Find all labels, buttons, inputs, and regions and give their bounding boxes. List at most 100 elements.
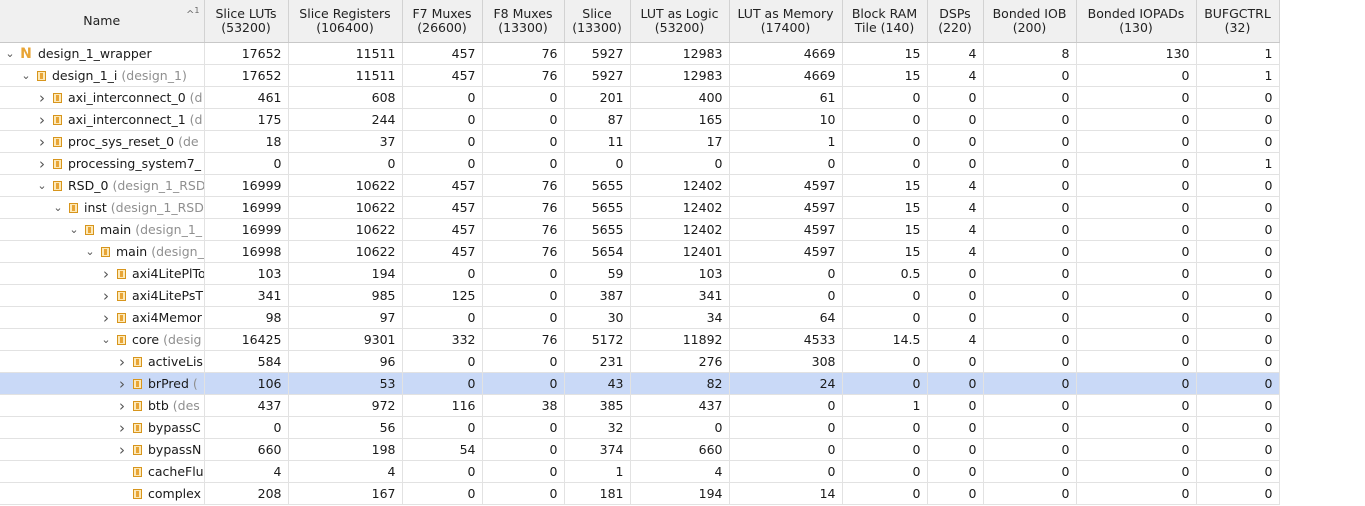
resource-value-cell: 103 [630,262,730,285]
column-header[interactable]: Bonded IOPADs (130) [1076,0,1197,43]
column-header[interactable]: Slice (13300) [564,0,631,43]
module-icon [53,136,62,147]
hierarchy-name-cell[interactable]: ⌄ inst (design_1_RSD [0,196,205,219]
table-row[interactable]: ⌄ main (design_1_ 16999 10622 457 76 5655 12402… [0,218,1280,241]
instance-name: complex [148,486,201,501]
resource-value-cell: 457 [402,64,483,87]
column-header[interactable]: F7 Muxes (26600) [402,0,483,43]
resource-value-cell: 4 [927,174,984,197]
resource-value-cell: 0 [1076,64,1197,87]
table-row[interactable]: cacheFlu 4 4 0 0 1 4 0 0 0 0 0 0 [0,460,1280,483]
chevron-down-icon[interactable]: ⌄ [53,201,63,214]
column-header[interactable]: Block RAM Tile (140) [842,0,928,43]
column-header[interactable]: Slice LUTs (53200) [204,0,289,43]
column-header[interactable]: LUT as Memory (17400) [729,0,843,43]
resource-value-cell: 103 [204,262,289,285]
hierarchy-name-cell[interactable]: › brPred ( [0,372,205,395]
table-row[interactable]: › bypassN 660 198 54 0 374 660 0 0 0 0 0 0 [0,438,1280,461]
table-row[interactable]: › axi_interconnect_1 (d 175 244 0 0 87 165 10 0 0 0… [0,108,1280,131]
hierarchy-name-cell[interactable]: › bypassC [0,416,205,439]
column-header[interactable]: F8 Muxes (13300) [482,0,565,43]
hierarchy-name-cell[interactable]: › axi_interconnect_0 (d [0,86,205,109]
table-row[interactable]: › axi4Memor 98 97 0 0 30 34 64 0 0 0 0 0 [0,306,1280,329]
column-header[interactable]: LUT as Logic (53200) [630,0,730,43]
column-header[interactable]: Slice Registers (106400) [288,0,403,43]
chevron-right-icon[interactable]: › [39,88,45,107]
chevron-right-icon[interactable]: › [103,286,109,305]
chevron-right-icon[interactable]: › [103,308,109,327]
sort-ascending-icon[interactable]: ^1 [186,6,200,21]
chevron-down-icon[interactable]: ⌄ [21,69,31,82]
hierarchy-name-cell[interactable]: › axi4LitePlTo [0,262,205,285]
resource-value-cell: 0 [1076,174,1197,197]
chevron-down-icon[interactable]: ⌄ [101,333,111,346]
chevron-down-icon[interactable]: ⌄ [5,47,15,60]
table-row[interactable]: › bypassC 0 56 0 0 32 0 0 0 0 0 0 0 [0,416,1280,439]
table-row[interactable]: ⌄ RSD_0 (design_1_RSD 16999 10622 457 76 5655 1… [0,174,1280,197]
column-header-name[interactable]: Name ^1 [0,0,205,43]
table-row[interactable]: › btb (des 437 972 116 38 385 437 0 1 0 0 0 0 [0,394,1280,417]
hierarchy-name-cell[interactable]: ⌄ main (design_1_ [0,218,205,241]
table-row[interactable]: › axi4LitePlTo 103 194 0 0 59 103 0 0.5 0 0 0 0 [0,262,1280,285]
hierarchy-name-cell[interactable]: complex [0,482,205,505]
table-row[interactable]: ⌄ design_1_i (design_1) 17652 11511 457 76 592… [0,64,1280,87]
chevron-right-icon[interactable]: › [119,374,125,393]
table-row[interactable]: complex 208 167 0 0 181 194 14 0 0 0 0 0 [0,482,1280,505]
chevron-right-icon[interactable]: › [119,440,125,459]
module-icon [53,114,62,125]
chevron-right-icon[interactable]: › [119,396,125,415]
table-row[interactable]: ⌄ inst (design_1_RSD 16999 10622 457 76 5655 12… [0,196,1280,219]
hierarchy-name-cell[interactable]: ⌄ design_1_i (design_1) [0,64,205,87]
resource-value-cell: 194 [288,262,403,285]
chevron-right-icon[interactable]: › [103,264,109,283]
table-row[interactable]: ⌄ main (design_ 16998 10622 457 76 5654 12401 45… [0,240,1280,263]
hierarchy-name-cell[interactable]: › btb (des [0,394,205,417]
hierarchy-name-cell[interactable]: › bypassN [0,438,205,461]
resource-value-cell: 0 [1076,130,1197,153]
instance-name: btb [148,398,169,413]
resource-value-cell: 985 [288,284,403,307]
hierarchy-name-cell[interactable]: › axi4Memor [0,306,205,329]
hierarchy-name-cell[interactable]: › processing_system7_ [0,152,205,175]
column-header[interactable]: DSPs (220) [927,0,984,43]
chevron-down-icon[interactable]: ⌄ [85,245,95,258]
chevron-down-icon[interactable]: ⌄ [69,223,79,236]
table-row[interactable]: › activeLis 584 96 0 0 231 276 308 0 0 0 0 0 [0,350,1280,373]
chevron-down-icon[interactable]: ⌄ [37,179,47,192]
resource-value-cell: 0 [983,306,1077,329]
table-row[interactable]: › processing_system7_ 0 0 0 0 0 0 0 0 0 0 0 1 [0,152,1280,175]
hierarchy-name-cell[interactable]: ⌄ RSD_0 (design_1_RSD [0,174,205,197]
chevron-right-icon[interactable]: › [39,110,45,129]
resource-value-cell: 0 [1076,306,1197,329]
hierarchy-name-cell[interactable]: › axi4LitePsT [0,284,205,307]
table-row[interactable]: › brPred (106 53 0 0 43 82 24 0 0 0 0 0 [0,372,1280,395]
resource-value-cell: 175 [204,108,289,131]
table-row[interactable]: › axi4LitePsT 341 985 125 0 387 341 0 0 0 0 0 0 [0,284,1280,307]
hierarchy-name-cell[interactable]: ⌄ main (design_ [0,240,205,263]
column-header[interactable]: Bonded IOB (200) [983,0,1077,43]
resource-value-cell: 0 [729,394,843,417]
hierarchy-name-cell[interactable]: ⌄ core (desig [0,328,205,351]
hierarchy-name-cell[interactable]: › proc_sys_reset_0 (de [0,130,205,153]
resource-value-cell: 0 [1196,86,1280,109]
hierarchy-name-cell[interactable]: › axi_interconnect_1 (d [0,108,205,131]
table-row[interactable]: ⌄ core (desig 16425 9301 332 76 5172 11892 4533 1… [0,328,1280,351]
hierarchy-name-cell[interactable]: › activeLis [0,350,205,373]
chevron-right-icon[interactable]: › [39,132,45,151]
table-row[interactable]: › proc_sys_reset_0 (de 18 37 0 0 11 17 1 0 0 0 0 0 [0,130,1280,153]
resource-value-cell: 0 [842,460,928,483]
resource-value-cell: 0 [402,372,483,395]
resource-value-cell: 0 [402,108,483,131]
chevron-right-icon[interactable]: › [39,154,45,173]
table-row[interactable]: › axi_interconnect_0 (d 461 608 0 0 201 400 61 0 0… [0,86,1280,109]
resource-value-cell: 1 [729,130,843,153]
column-header-label: LUT as Memory [737,6,834,21]
chevron-right-icon[interactable]: › [119,352,125,371]
resource-value-cell: 5172 [564,328,631,351]
chevron-right-icon[interactable]: › [119,418,125,437]
resource-value-cell: 30 [564,306,631,329]
hierarchy-name-cell[interactable]: cacheFlu [0,460,205,483]
column-header[interactable]: BUFGCTRL (32) [1196,0,1280,43]
